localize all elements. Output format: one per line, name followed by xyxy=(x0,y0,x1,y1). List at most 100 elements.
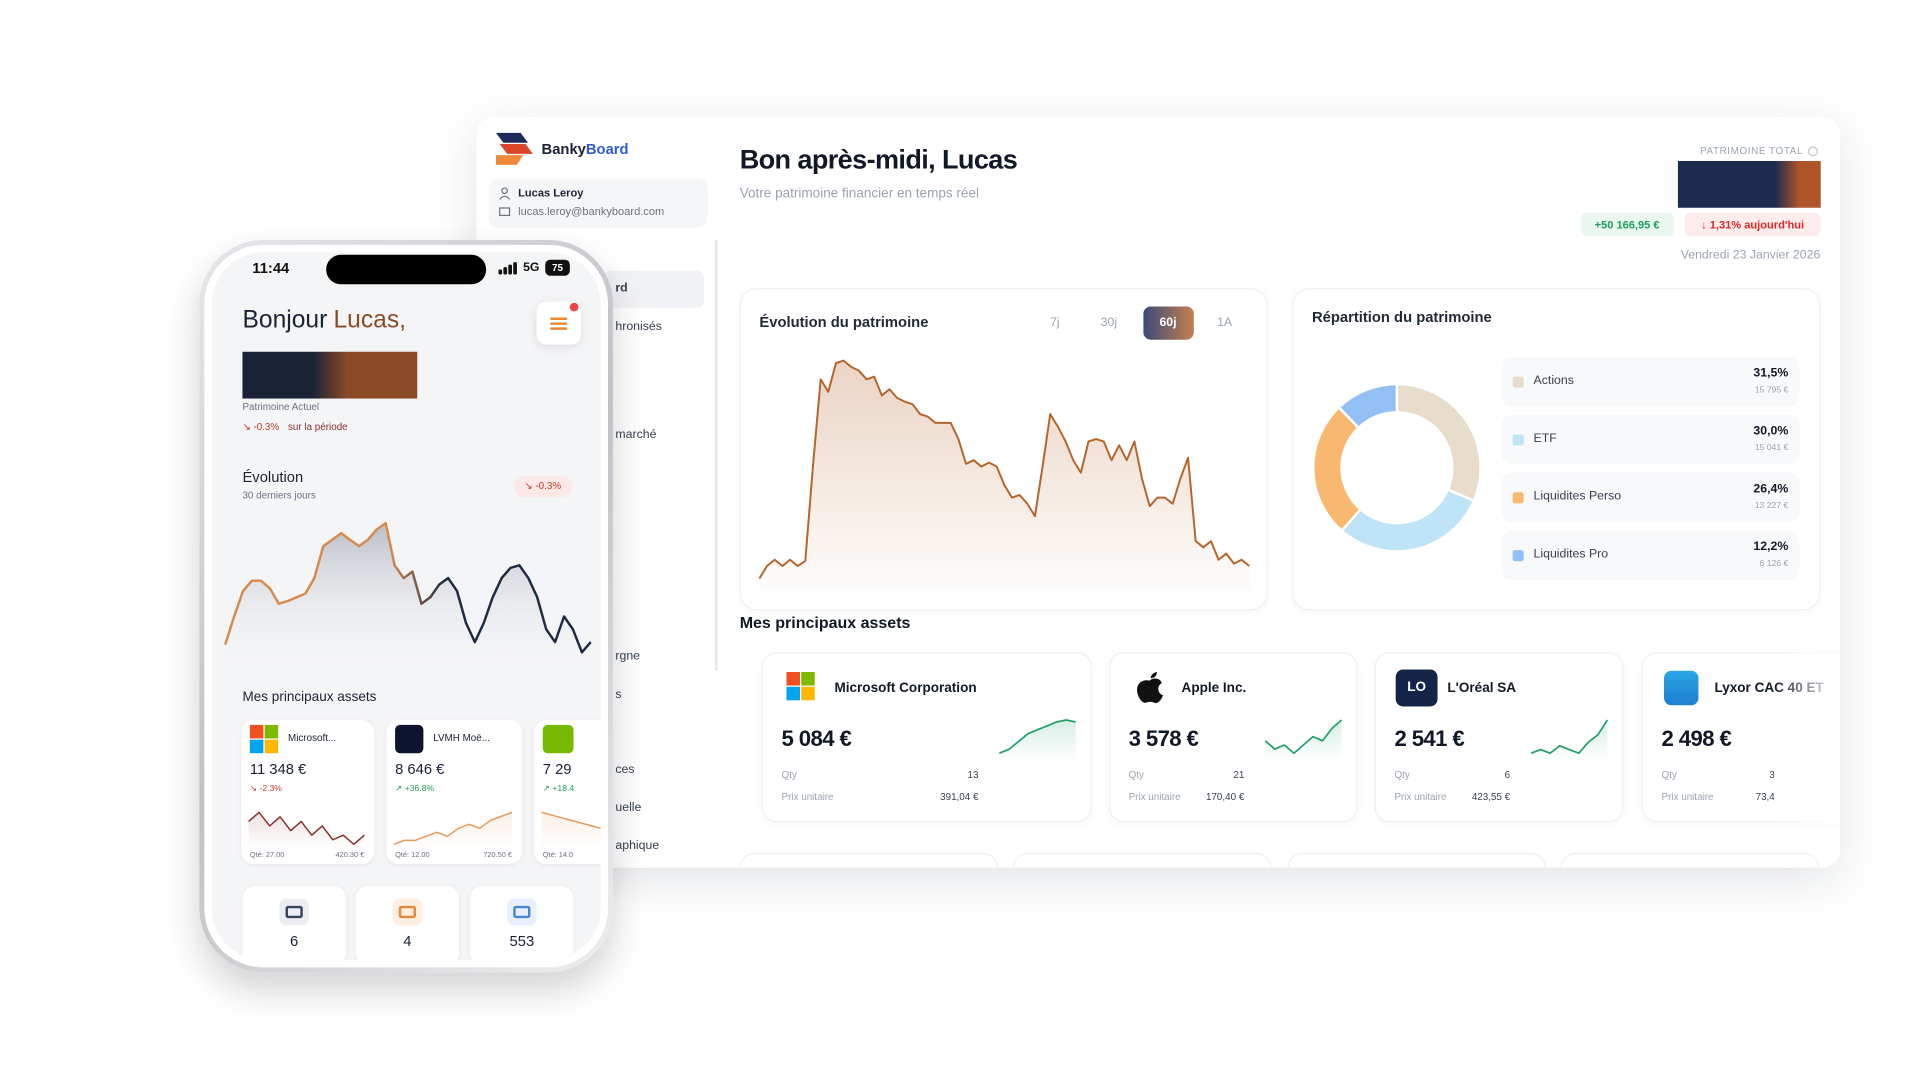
line xyxy=(224,521,592,654)
amount: 121 568 € xyxy=(242,351,418,400)
asset-price: 720.50 € xyxy=(483,852,512,860)
legend-percent: 12,2% xyxy=(1753,540,1789,554)
logo-shape xyxy=(495,132,528,143)
line xyxy=(1530,719,1609,755)
period-button[interactable]: 30j xyxy=(1100,316,1118,330)
menu-line xyxy=(550,317,568,320)
nav-item: s xyxy=(615,687,622,702)
signal-bar xyxy=(513,262,517,275)
legend-dot xyxy=(1512,550,1524,562)
asset-price: 420.30 € xyxy=(335,852,365,860)
asset-change: ↗ +18.4 xyxy=(542,784,575,794)
nav-item: uelle xyxy=(615,801,642,815)
nav-item: marché xyxy=(615,428,657,442)
logo-square xyxy=(249,739,264,754)
greeting: Bonjour Lucas, xyxy=(242,306,488,338)
sparkline xyxy=(1264,719,1343,761)
period-button[interactable]: 60j xyxy=(1159,316,1177,330)
line xyxy=(393,811,513,846)
asset-value: 7 29 xyxy=(542,760,572,778)
qty-label: Qty xyxy=(1128,769,1144,781)
qty-label: Qty xyxy=(781,769,797,781)
greeting-name: Lucas, xyxy=(333,306,406,334)
fade xyxy=(1772,652,1840,825)
legend-name: Actions xyxy=(1533,374,1574,388)
asset-name: Apple Inc. xyxy=(1181,681,1247,696)
desktop-window: Banky Board Lucas Leroy lucas.leroy@bankybo… xyxy=(476,116,1840,868)
asset-change: ↗ +36.8% xyxy=(395,784,435,794)
asset-name: L'Oréal SA xyxy=(1447,681,1517,696)
legend-dot xyxy=(1512,492,1524,504)
legend-name: Liquidites Perso xyxy=(1533,489,1622,504)
signal-bar xyxy=(498,269,503,275)
period-label: sur la période xyxy=(287,421,348,433)
legend-dot xyxy=(1512,376,1524,388)
legend-amount: 13 227 € xyxy=(1754,501,1789,511)
price-label: Prix unitaire xyxy=(1394,791,1447,803)
dynamic-island xyxy=(326,254,487,285)
area xyxy=(248,812,365,850)
section-title: Mes principaux assets xyxy=(242,689,377,705)
brand-part: Banky xyxy=(541,140,586,158)
legend-name: ETF xyxy=(1533,431,1557,446)
stat-value: 4 xyxy=(403,932,412,950)
text: Lucas Leroy xyxy=(518,186,584,199)
menu-line xyxy=(550,322,568,325)
price-label: Prix unitaire xyxy=(781,791,834,803)
badge-text: ↘ -0.3% xyxy=(524,480,562,492)
period-change: ↘ -0.3% xyxy=(242,421,280,433)
period-button[interactable]: 7j xyxy=(1049,316,1060,330)
area xyxy=(1531,719,1608,761)
nav-item: hronisés xyxy=(615,319,662,334)
logo-text: LO xyxy=(1407,679,1427,695)
card-placeholder xyxy=(1287,852,1546,868)
asset-value: 2 498 € xyxy=(1661,726,1732,752)
stat-icon xyxy=(392,898,423,926)
badge xyxy=(1684,212,1821,237)
desktop-canvas: Banky Board Lucas Leroy lucas.leroy@bankybo… xyxy=(476,117,1840,868)
logo-shape xyxy=(1137,671,1164,704)
stat-glyph xyxy=(285,905,303,919)
asset-name: LVMH Moë... xyxy=(433,732,490,744)
legend-amount: 15 795 € xyxy=(1754,386,1789,395)
sparkline xyxy=(248,811,365,850)
signal-bar xyxy=(508,264,512,275)
line-chart xyxy=(758,359,1250,591)
user-card xyxy=(488,178,708,228)
donut-segment xyxy=(1340,487,1476,553)
change-today: ↓ 1,31% aujourd'hui xyxy=(1701,218,1805,231)
stat-value: 553 xyxy=(509,932,535,950)
card-placeholder xyxy=(1012,852,1272,868)
icon xyxy=(501,187,508,195)
line xyxy=(1264,719,1343,755)
card-placeholder xyxy=(739,852,999,868)
page-title: Bon après-midi, Lucas xyxy=(739,143,1018,175)
status-time: 11:44 xyxy=(252,259,290,277)
stat-value: 6 xyxy=(290,932,299,950)
qty-value: 13 xyxy=(967,769,979,781)
change-amount: +50 166,95 € xyxy=(1594,218,1660,231)
logo-box xyxy=(395,724,424,754)
user-icons xyxy=(499,187,511,216)
legend-percent: 26,4% xyxy=(1753,482,1789,496)
asset-qty: Qté: 27.00 xyxy=(249,852,285,860)
logo-shape xyxy=(499,143,533,154)
area xyxy=(1265,719,1342,761)
period-button[interactable]: 1A xyxy=(1217,316,1233,330)
asset-value: 8 646 € xyxy=(395,760,445,778)
logo-square xyxy=(264,724,279,739)
section-subtitle: 30 derniers jours xyxy=(242,490,316,502)
logo-square xyxy=(786,686,800,701)
menu-line xyxy=(550,327,568,330)
brand-part: Board xyxy=(585,140,629,158)
battery-level: 75 xyxy=(552,262,564,274)
qty-label: Qty xyxy=(1394,769,1410,781)
stat-glyph xyxy=(513,905,531,919)
qty-value: 21 xyxy=(1233,769,1245,781)
donut-segment xyxy=(1337,382,1399,430)
card-title: Évolution du patrimoine xyxy=(759,313,929,331)
text: lucas.leroy@bankyboard.com xyxy=(518,205,665,218)
